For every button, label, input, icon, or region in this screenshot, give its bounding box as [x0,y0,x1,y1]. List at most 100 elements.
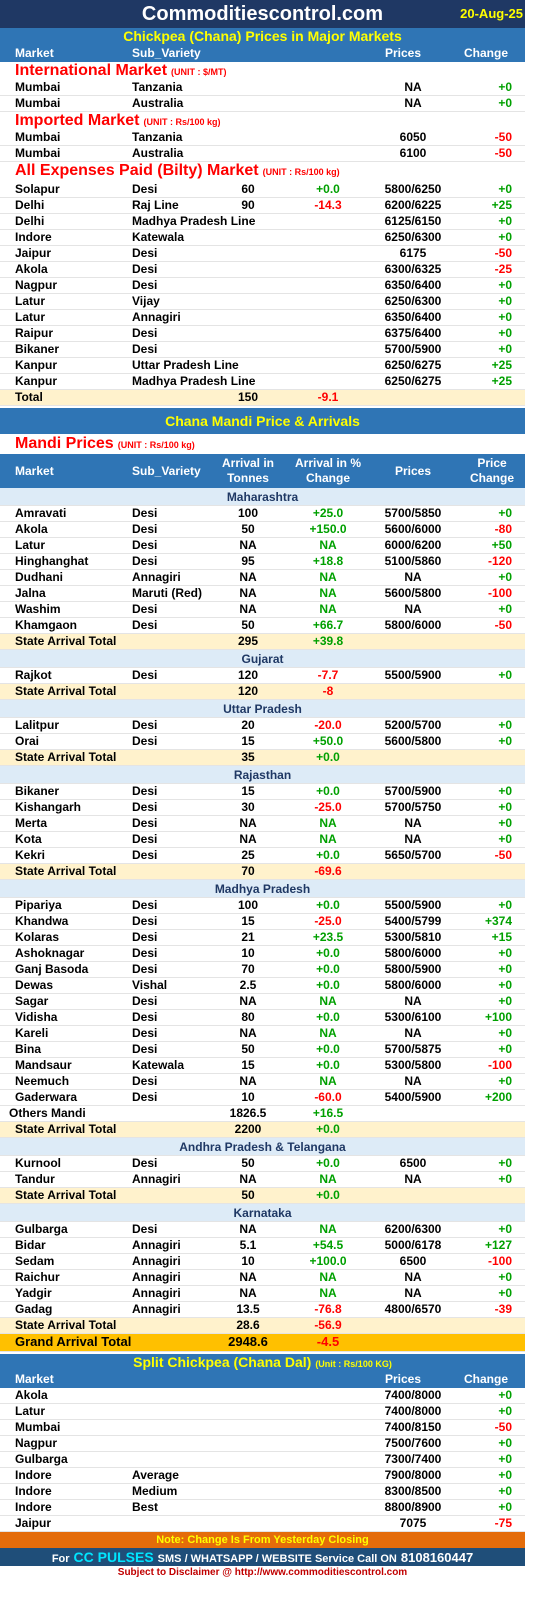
market: Gulbarga [15,1452,68,1466]
mandi-row: Merta Desi NA NA NA +0 [0,816,525,832]
change: +50 [491,538,512,552]
market: Merta [15,816,48,830]
sub-variety: Desi [132,898,158,912]
change: -120 [487,554,512,568]
change: +0 [498,946,512,960]
market: Latur [15,310,45,324]
arrival-change: +39.8 [312,634,344,648]
arrival-change: NA [319,570,337,584]
mandi-row: Khandwa Desi 15 -25.0 5400/5799 +374 [0,914,525,930]
arrival-change: +54.5 [312,1238,344,1252]
change: +127 [484,1238,512,1252]
market: Neemuch [15,1074,70,1088]
mandi-row: Tandur Annagiri NA NA NA +0 [0,1172,525,1188]
arrival: 15 [241,1058,255,1072]
change: -100 [487,1058,512,1072]
change: +0 [498,1404,512,1418]
change: -50 [494,246,512,260]
split-row: Mumbai 7400/8150 -50 [0,1420,525,1436]
mandi-row: Kishangarh Desi 30 -25.0 5700/5750 +0 [0,800,525,816]
arrival-change: NA [319,602,337,616]
sub-variety: Desi [132,816,158,830]
sub-variety: Desi [132,246,158,260]
region-heading: Rajasthan [0,766,525,784]
prices: 5600/5800 [384,586,442,600]
total-row: Total 150 -9.1 [0,390,525,406]
sub-variety: Desi [132,1010,158,1024]
change: +0 [498,342,512,356]
market: Khandwa [15,914,69,928]
arrival: 10 [241,1254,255,1268]
market: Kota [15,832,42,846]
change: +0 [498,230,512,244]
prices: NA [404,832,422,846]
price-row: Latur Annagiri 6350/6400 +0 [0,310,525,326]
split-row: Akola 7400/8000 +0 [0,1388,525,1404]
change: +25 [491,198,512,212]
arrival-change: +0.0 [316,750,340,764]
prices: 6500 [399,1254,427,1268]
arrival: 80 [241,1010,255,1024]
mandi-row: Kareli Desi NA NA NA +0 [0,1026,525,1042]
split-row: Jaipur 7075 -75 [0,1516,525,1532]
prices: 5100/5860 [384,554,442,568]
change: +0 [498,96,512,110]
sub-variety: Desi [132,278,158,292]
change: +0 [498,294,512,308]
arrival-change: -76.8 [314,1302,342,1316]
sub-variety: Desi [132,914,158,928]
change: +0 [498,784,512,798]
column-name: Prices [384,46,422,60]
price-row: Solapur Desi 60 +0.0 5800/6250 +0 [0,182,525,198]
change: -50 [494,618,512,632]
sub-variety: Tanzania [132,80,183,94]
region-name: Maharashtra [226,490,299,504]
sub-variety: Australia [132,146,184,160]
market: Washim [15,602,61,616]
market: Amravati [15,506,67,520]
sub-variety: Desi [132,1042,158,1056]
group-heading: All Expenses Paid (Bilty) Market (UNIT : … [0,162,525,182]
prices: 5700/5750 [384,800,442,814]
split-row: Latur 7400/8000 +0 [0,1404,525,1420]
arrival-change: -20.0 [314,718,342,732]
sub-variety: Annagiri [132,570,181,584]
column-name: Change [463,1372,508,1386]
group-unit: (UNIT : Rs/100 kg) [262,167,340,177]
market: Kurnool [15,1156,61,1170]
region-name: Karnataka [233,1206,292,1220]
price-row: Mumbai Australia 6100 -50 [0,146,525,162]
price-row: Mumbai Tanzania 6050 -50 [0,130,525,146]
change: +0 [498,182,512,196]
mandi-row: Raichur Annagiri NA NA NA +0 [0,1270,525,1286]
sub-variety: Desi [132,506,158,520]
sub-variety: Desi [132,800,158,814]
arrival: 2.5 [239,978,257,992]
market: Latur [15,1404,45,1418]
change: -50 [494,1420,512,1434]
change: +25 [491,358,512,372]
change: +15 [491,930,512,944]
arrival: NA [239,1074,257,1088]
state-total-row: State Arrival Total 35 +0.0 [0,750,525,766]
prices: 8800/8900 [384,1500,442,1514]
arrival-change: -25.0 [314,800,342,814]
state-total-row: State Arrival Total 120 -8 [0,684,525,700]
sub-variety: Desi [132,538,158,552]
sub-variety: Desi [132,930,158,944]
column-name: Prices [394,464,432,478]
prices: 6250/6300 [384,230,442,244]
market: Tandur [15,1172,55,1186]
market: Mumbai [15,1420,61,1434]
arrival: NA [239,1172,257,1186]
mandi-row: Kurnool Desi 50 +0.0 6500 +0 [0,1156,525,1172]
market: Jaipur [15,246,52,260]
change: -100 [487,586,512,600]
sub-variety: Tanzania [132,130,183,144]
change: +0 [498,1286,512,1300]
column-name: Arrival in Tonnes [221,456,275,485]
sub-variety: Annagiri [132,1254,181,1268]
arrival: 70 [241,962,255,976]
arrival: 100 [237,898,259,912]
change: +200 [484,1090,512,1104]
